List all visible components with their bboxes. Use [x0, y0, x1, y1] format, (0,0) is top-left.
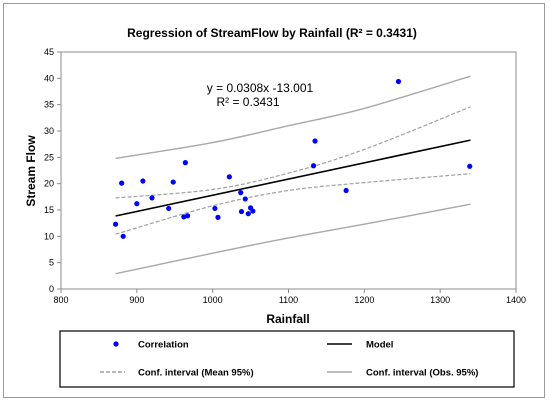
data-point — [149, 195, 155, 201]
legend-label: Conf. interval (Obs. 95%) — [366, 368, 478, 379]
r-squared-label: R² = 0.3431 — [216, 95, 279, 109]
data-point — [134, 201, 140, 207]
data-point — [182, 160, 188, 166]
y-axis-title: Stream Flow — [24, 135, 38, 207]
legend-box — [59, 330, 515, 388]
y-tick-label: 15 — [44, 205, 54, 215]
y-tick-label: 20 — [44, 179, 54, 189]
data-point — [343, 187, 349, 194]
x-tick-label: 1100 — [279, 295, 298, 305]
chart-title: Regression of StreamFlow by Rainfall (R²… — [127, 26, 417, 40]
y-tick-label: 30 — [44, 126, 54, 136]
data-points — [113, 78, 473, 239]
x-tick-label: 800 — [53, 295, 68, 305]
legend: Correlation Model Conf. interval (Mean 95%… — [100, 340, 478, 379]
data-point — [166, 205, 172, 212]
data-point — [120, 233, 126, 239]
data-point — [185, 213, 191, 219]
data-point — [215, 214, 221, 220]
mean-interval-lower — [115, 173, 471, 235]
model-line-group — [115, 139, 471, 217]
data-point — [242, 196, 248, 202]
data-point — [226, 174, 232, 180]
data-point — [310, 163, 317, 169]
x-tick-label: 900 — [129, 295, 144, 305]
mean-interval-upper — [115, 106, 471, 199]
data-point — [250, 208, 256, 214]
data-point — [245, 211, 251, 217]
y-tick-label: 45 — [44, 47, 54, 57]
data-point — [140, 178, 146, 184]
y-axis-ticks: 0 5 10 15 20 25 30 35 40 45 — [44, 47, 61, 294]
data-point — [467, 163, 473, 169]
x-axis-ticks: 800 900 1000 1100 1200 1300 1400 — [53, 289, 526, 305]
x-tick-label: 1300 — [430, 295, 450, 305]
data-point — [212, 205, 218, 212]
confidence-bands — [115, 75, 471, 275]
y-tick-label: 0 — [49, 284, 54, 294]
data-point — [113, 221, 119, 227]
data-point — [238, 190, 244, 196]
y-tick-label: 35 — [44, 100, 54, 110]
data-point — [119, 180, 125, 186]
x-tick-label: 1400 — [506, 295, 526, 305]
y-tick-label: 40 — [44, 73, 54, 83]
data-point — [170, 179, 176, 185]
x-tick-label: 1200 — [354, 295, 374, 305]
obs-interval-upper — [115, 75, 471, 160]
y-tick-label: 5 — [49, 258, 54, 268]
x-axis-title: Rainfall — [266, 312, 309, 326]
regression-equation: y = 0.0308x -13.001 — [207, 81, 314, 95]
y-tick-label: 10 — [44, 231, 54, 241]
obs-interval-lower — [115, 203, 471, 275]
data-point — [238, 208, 245, 215]
data-point — [395, 78, 402, 85]
model-line — [115, 139, 471, 217]
y-tick-label: 25 — [44, 152, 54, 162]
legend-label: Model — [366, 340, 393, 351]
legend-label: Correlation — [138, 340, 189, 351]
x-tick-label: 1000 — [203, 295, 223, 305]
data-point — [312, 138, 318, 144]
legend-swatch-point — [113, 341, 119, 347]
legend-label: Conf. interval (Mean 95%) — [138, 368, 254, 379]
